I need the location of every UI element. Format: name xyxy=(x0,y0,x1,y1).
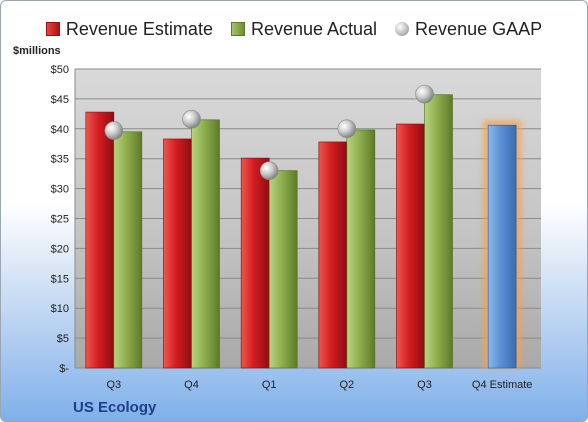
marker-revenue-gaap xyxy=(182,109,201,129)
x-tick-label: Q4 xyxy=(184,379,199,391)
bar-revenue-actual xyxy=(191,119,220,369)
bar-revenue-estimate xyxy=(240,157,270,369)
marker-revenue-gaap xyxy=(259,161,279,180)
y-tick-label: $30 xyxy=(51,184,69,196)
bar-q4-estimate xyxy=(487,124,517,369)
y-tick-label: $15 xyxy=(51,273,69,285)
bar-revenue-actual xyxy=(346,129,376,369)
y-tick-label: $5 xyxy=(57,333,69,345)
y-tick-label: $35 xyxy=(51,154,69,166)
y-tick-label: $- xyxy=(59,363,69,375)
legend-label-gaap: Revenue GAAP xyxy=(415,18,543,39)
gaap-markers xyxy=(104,84,434,180)
bar-revenue-estimate xyxy=(396,123,425,369)
legend-swatch-gaap xyxy=(395,22,410,36)
bar-revenue-estimate xyxy=(318,141,348,369)
bar-revenue-actual xyxy=(268,170,298,369)
marker-revenue-gaap xyxy=(415,84,434,104)
legend-item-actual: Revenue Actual xyxy=(230,18,378,40)
legend-item-estimate: Revenue Estimate xyxy=(45,18,213,40)
legend-swatch-actual xyxy=(230,22,245,36)
x-tick-label: Q1 xyxy=(262,379,277,391)
x-axis-ticks: Q3 Q4 Q1 Q2 Q3 Q4 Estimate xyxy=(106,379,532,391)
x-tick-label: Q2 xyxy=(339,379,354,391)
legend-label-actual: Revenue Actual xyxy=(250,18,378,39)
y-axis-ticks: $- $5 $10 $15 $20 $25 $30 $35 $40 $45 $50 xyxy=(51,64,70,375)
y-axis-units: $millions xyxy=(13,45,61,57)
legend-label-estimate: Revenue Estimate xyxy=(65,18,213,39)
x-tick-label: Q4 Estimate xyxy=(472,379,533,391)
y-tick-label: $50 xyxy=(51,64,69,76)
y-tick-label: $25 xyxy=(51,214,69,226)
bar-revenue-estimate xyxy=(85,111,115,369)
y-tick-label: $45 xyxy=(51,94,69,106)
legend: Revenue Estimate Revenue Actual Revenue … xyxy=(1,17,587,41)
marker-revenue-gaap xyxy=(337,119,357,139)
y-tick-label: $20 xyxy=(51,243,69,255)
x-tick-label: Q3 xyxy=(417,379,432,391)
y-tick-label: $40 xyxy=(51,124,69,136)
x-tick-label: Q3 xyxy=(106,379,121,391)
y-tick-label: $10 xyxy=(51,303,69,315)
bars xyxy=(85,94,522,369)
company-name: US Ecology xyxy=(73,399,157,416)
bar-revenue-actual xyxy=(113,131,143,369)
marker-revenue-gaap xyxy=(104,121,124,140)
legend-item-gaap: Revenue GAAP xyxy=(395,19,542,40)
gridlines xyxy=(74,68,541,369)
bar-revenue-estimate xyxy=(163,138,192,369)
legend-swatch-estimate xyxy=(45,22,60,36)
bar-revenue-actual xyxy=(424,94,453,369)
